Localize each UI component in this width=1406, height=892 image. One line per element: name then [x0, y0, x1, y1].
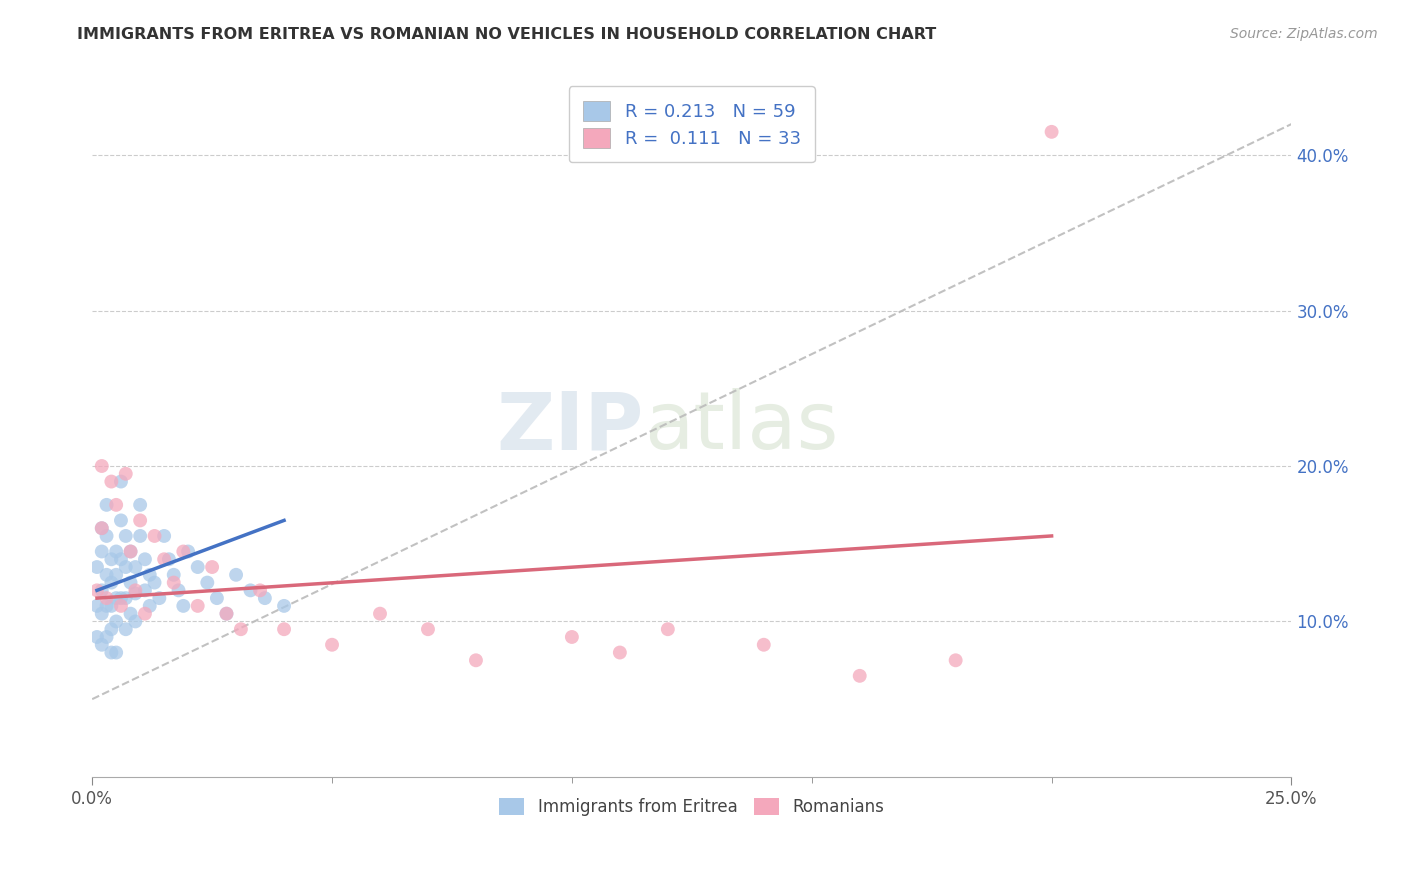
Point: [187, 599, 209, 613]
Point: [848, 669, 870, 683]
Point: [229, 622, 252, 636]
Point: [134, 552, 156, 566]
Point: [253, 591, 276, 606]
Point: [273, 622, 295, 636]
Point: [153, 529, 176, 543]
Point: [100, 475, 122, 489]
Text: ZIP: ZIP: [496, 388, 644, 467]
Point: [215, 607, 238, 621]
Point: [124, 583, 146, 598]
Point: [167, 583, 190, 598]
Point: [143, 575, 166, 590]
Point: [225, 567, 247, 582]
Point: [157, 552, 180, 566]
Point: [163, 567, 186, 582]
Point: [129, 513, 152, 527]
Point: [124, 615, 146, 629]
Point: [90, 638, 112, 652]
Point: [100, 622, 122, 636]
Text: atlas: atlas: [644, 388, 838, 467]
Point: [129, 529, 152, 543]
Point: [86, 599, 108, 613]
Point: [110, 552, 132, 566]
Point: [100, 599, 122, 613]
Point: [110, 513, 132, 527]
Point: [110, 599, 132, 613]
Point: [114, 560, 136, 574]
Point: [195, 575, 218, 590]
Point: [90, 544, 112, 558]
Text: Source: ZipAtlas.com: Source: ZipAtlas.com: [1230, 27, 1378, 41]
Point: [110, 475, 132, 489]
Point: [105, 567, 128, 582]
Point: [100, 552, 122, 566]
Point: [1040, 125, 1063, 139]
Point: [100, 646, 122, 660]
Point: [96, 498, 118, 512]
Point: [90, 521, 112, 535]
Point: [114, 591, 136, 606]
Point: [148, 591, 170, 606]
Point: [96, 591, 118, 606]
Point: [90, 583, 112, 598]
Point: [96, 599, 118, 613]
Point: [134, 583, 156, 598]
Point: [86, 630, 108, 644]
Point: [90, 607, 112, 621]
Point: [96, 529, 118, 543]
Point: [105, 544, 128, 558]
Point: [110, 591, 132, 606]
Point: [120, 607, 142, 621]
Point: [465, 653, 488, 667]
Point: [172, 599, 194, 613]
Point: [187, 560, 209, 574]
Point: [90, 521, 112, 535]
Point: [172, 544, 194, 558]
Point: [153, 552, 176, 566]
Point: [561, 630, 583, 644]
Point: [249, 583, 271, 598]
Point: [120, 544, 142, 558]
Point: [368, 607, 391, 621]
Point: [105, 498, 128, 512]
Point: [105, 615, 128, 629]
Point: [177, 544, 200, 558]
Point: [945, 653, 967, 667]
Point: [114, 467, 136, 481]
Point: [752, 638, 775, 652]
Point: [100, 575, 122, 590]
Point: [143, 529, 166, 543]
Point: [205, 591, 228, 606]
Point: [105, 646, 128, 660]
Point: [201, 560, 224, 574]
Text: IMMIGRANTS FROM ERITREA VS ROMANIAN NO VEHICLES IN HOUSEHOLD CORRELATION CHART: IMMIGRANTS FROM ERITREA VS ROMANIAN NO V…: [77, 27, 936, 42]
Point: [114, 529, 136, 543]
Point: [96, 567, 118, 582]
Point: [129, 498, 152, 512]
Point: [124, 560, 146, 574]
Point: [120, 575, 142, 590]
Point: [657, 622, 679, 636]
Point: [120, 544, 142, 558]
Point: [163, 575, 186, 590]
Point: [273, 599, 295, 613]
Point: [609, 646, 631, 660]
Point: [86, 560, 108, 574]
Point: [321, 638, 343, 652]
Point: [416, 622, 439, 636]
Point: [134, 607, 156, 621]
Point: [96, 630, 118, 644]
Point: [124, 586, 146, 600]
Point: [139, 567, 162, 582]
Point: [114, 622, 136, 636]
Point: [86, 583, 108, 598]
Point: [90, 458, 112, 473]
Point: [239, 583, 262, 598]
Point: [215, 607, 238, 621]
Point: [105, 591, 128, 606]
Point: [139, 599, 162, 613]
Legend: Immigrants from Eritrea, Romanians: Immigrants from Eritrea, Romanians: [491, 789, 893, 824]
